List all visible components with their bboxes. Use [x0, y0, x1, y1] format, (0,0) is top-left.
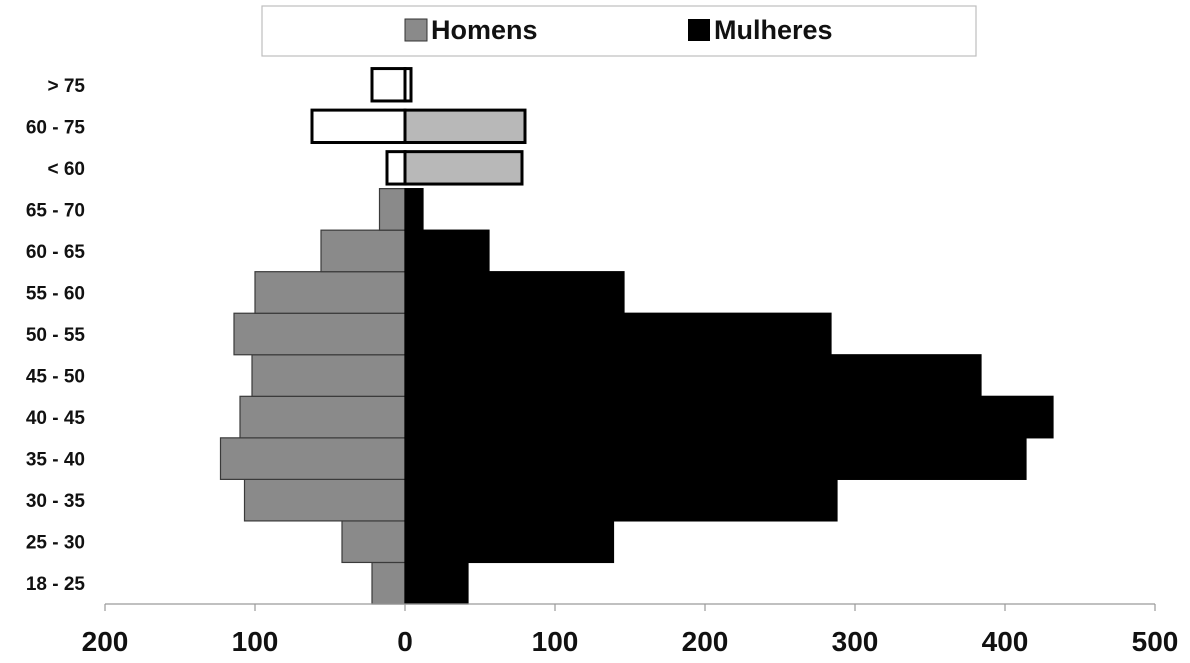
x-axis: 200 100 0 100 200 300 400 500 [82, 603, 1179, 657]
bar-mulheres-30-35 [404, 478, 838, 522]
category-labels: 18 - 25 25 - 30 30 - 35 35 - 40 40 - 45 45 - … [26, 76, 86, 595]
bar-mulheres-55-60 [404, 271, 625, 314]
legend-label-mulheres: Mulheres [714, 15, 833, 45]
category-label: 65 - 70 [26, 200, 85, 221]
category-label: 18 - 25 [26, 574, 86, 595]
bar-homens-25-30 [341, 520, 406, 564]
bar-mulheres-25-30 [404, 520, 615, 564]
bar-mulheres-45-50 [404, 354, 982, 397]
category-label: > 75 [47, 76, 85, 97]
category-label: 35 - 40 [26, 450, 85, 471]
legend-swatch-homens [404, 18, 428, 42]
outline-bar-right-60 [403, 150, 524, 186]
x-tick-label: 500 [1132, 626, 1179, 657]
bar-homens-35-40 [219, 437, 406, 480]
bar-homens-65-70 [378, 188, 406, 231]
x-tick-label: 300 [832, 626, 879, 657]
category-label: 45 - 50 [26, 367, 85, 388]
bar-homens-60-65 [320, 229, 406, 273]
category-label: 30 - 35 [26, 491, 86, 512]
bar-mulheres-65-70 [404, 188, 424, 231]
x-tick-label: 400 [982, 626, 1029, 657]
legend: Homens Mulheres [261, 5, 977, 57]
outline-bars-layer [310, 67, 527, 186]
category-label: 60 - 65 [26, 242, 86, 263]
bar-mulheres-40-45 [404, 395, 1054, 439]
bar-homens-45-50 [251, 354, 406, 397]
bar-mulheres-18-25 [404, 561, 469, 605]
category-label: 25 - 30 [26, 533, 85, 554]
x-tick-label: 100 [232, 626, 279, 657]
outline-bar-right-75 [403, 67, 413, 103]
bar-homens-50-55 [233, 312, 406, 356]
x-tick-label: 0 [397, 626, 413, 657]
outline-bar-left-60 [385, 150, 407, 186]
bar-mulheres-35-40 [404, 437, 1027, 480]
legend-border [261, 5, 977, 57]
bar-homens-30-35 [243, 478, 406, 522]
category-label: 55 - 60 [26, 283, 85, 304]
outline-bar-right-60-75 [403, 108, 527, 145]
category-label: < 60 [47, 159, 85, 180]
x-tick-label: 200 [682, 626, 729, 657]
category-label: 50 - 55 [26, 325, 86, 346]
bar-mulheres-60-65 [404, 229, 490, 273]
bar-mulheres-50-55 [404, 312, 832, 356]
bar-homens-55-60 [254, 271, 406, 314]
legend-swatch-mulheres [688, 19, 710, 41]
x-tick-label: 100 [532, 626, 579, 657]
category-label: 60 - 75 [26, 117, 86, 138]
outline-bar-left-75 [370, 67, 407, 103]
category-label: 40 - 45 [26, 408, 86, 429]
outline-bar-left-60-75 [310, 108, 407, 145]
legend-label-homens: Homens [431, 15, 538, 45]
bars-layer [219, 188, 1054, 605]
bar-homens-18-25 [371, 561, 406, 605]
x-tick-label: 200 [82, 626, 129, 657]
bar-homens-40-45 [239, 395, 406, 439]
